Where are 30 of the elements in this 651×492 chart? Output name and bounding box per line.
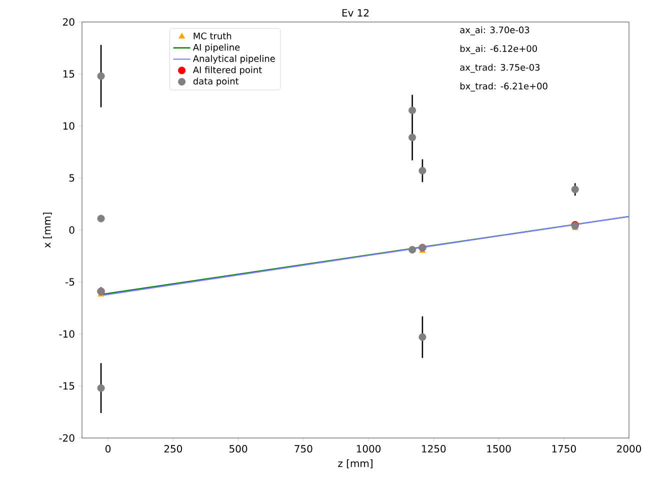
legend-label: AI filtered point [192, 66, 262, 75]
x-tick-label: 250 [164, 444, 182, 453]
y-tick-label: 10 [63, 122, 74, 130]
x-tick-label: 1500 [487, 444, 511, 453]
y-tick-label: -10 [59, 330, 74, 338]
annotation: ax_trad: 3.75e-03 [460, 64, 540, 73]
annotation: bx_ai: -6.12e+00 [460, 45, 537, 54]
x-axis-title: z [mm] [338, 459, 372, 468]
y-tick-label: 5 [69, 174, 74, 182]
legend-label: data point [193, 78, 239, 86]
x-tick-label: 750 [294, 444, 312, 453]
y-tick-label: -15 [59, 382, 74, 390]
chart-title: Ev 12 [342, 9, 369, 16]
x-tick-label: 2000 [617, 444, 642, 453]
y-tick-label: 15 [63, 70, 74, 78]
legend-label: AI pipeline [192, 44, 240, 52]
x-tick-label: 0 [106, 444, 111, 453]
x-tick-label: 1000 [356, 444, 381, 453]
y-tick-label: 0 [69, 226, 74, 234]
x-tick-label: 1250 [422, 444, 446, 453]
legend-label: Analytical pipeline [192, 55, 275, 64]
y-tick-label: -20 [59, 434, 74, 442]
annotation: bx_trad: -6.21e+00 [460, 82, 548, 92]
legend-label: MC truth [194, 32, 232, 40]
y-axis-title: x [mm] [42, 212, 52, 248]
y-tick-label: 20 [63, 18, 74, 26]
x-tick-label: 1750 [552, 444, 576, 453]
y-tick-label: -5 [66, 278, 74, 286]
annotation: ax_ai: 3.70e-03 [460, 26, 530, 36]
x-tick-label: 500 [230, 444, 248, 453]
